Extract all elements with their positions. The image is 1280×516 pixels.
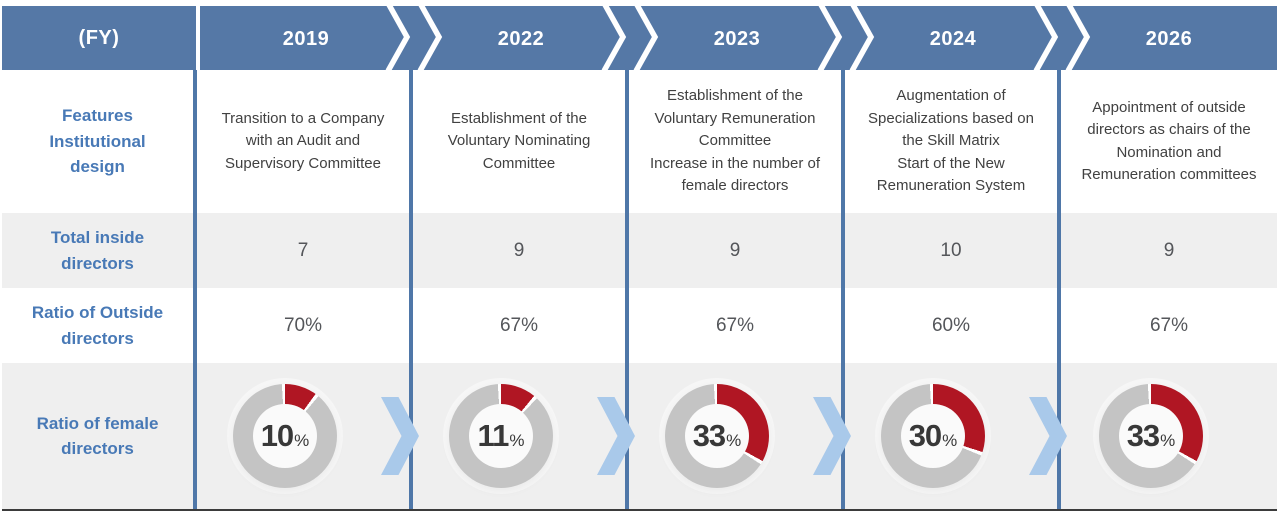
inside-directors-2022: 9 (413, 213, 629, 288)
female-ratio-2023: 33% (629, 363, 851, 509)
female-ratio-2026: 33% (1061, 363, 1277, 509)
donut-chart: 33% (665, 384, 769, 488)
donut-hole: 30% (901, 404, 965, 468)
chevron-separator-icon (601, 6, 659, 70)
year-header: 2024 (930, 28, 977, 50)
row-header-outside-ratio: Ratio of Outside directors (2, 288, 197, 363)
donut-value: 30% (908, 418, 958, 453)
value: 67% (1149, 314, 1189, 336)
female-ratio-2022: 11% (413, 363, 635, 509)
outside-ratio-2019: 70% (197, 288, 413, 363)
fy-label: (FY) (78, 26, 120, 49)
feature-cell-2023: Establishment of the Voluntary Remunerat… (629, 70, 845, 213)
row-header-female-ratio: Ratio of female directors (2, 363, 197, 509)
row-label: Total inside directors (50, 228, 145, 273)
donut-hole: 33% (1119, 404, 1183, 468)
year-header: 2022 (498, 28, 545, 50)
value: 67% (499, 314, 539, 336)
donut-chart: 11% (449, 384, 553, 488)
donut-value: 33% (1126, 418, 1176, 453)
female-ratio-2024: 30% (845, 363, 1067, 509)
donut-chart: 33% (1099, 384, 1203, 488)
feature-text: Transition to a Company with an Audit an… (221, 109, 385, 172)
table-row-features: Features Institutional design Transition… (2, 70, 1277, 213)
feature-cell-2024: Augmentation of Specializations based on… (845, 70, 1061, 213)
fy-header-cell: (FY) (2, 6, 196, 70)
year-header: 2023 (714, 28, 761, 50)
outside-ratio-2023: 67% (629, 288, 845, 363)
value: 67% (715, 314, 755, 336)
value: 7 (297, 239, 309, 261)
value: 60% (931, 314, 971, 336)
bottom-rule (2, 509, 1277, 511)
donut-hole: 11% (469, 404, 533, 468)
donut-value: 10% (260, 418, 310, 453)
feature-cell-2026: Appointment of outside directors as chai… (1061, 70, 1277, 213)
value: 70% (283, 314, 323, 336)
feature-cell-2019: Transition to a Company with an Audit an… (197, 70, 413, 213)
table-row-inside-directors: Total inside directors 7 9 9 10 9 (2, 213, 1277, 288)
donut-value: 33% (692, 418, 742, 453)
row-label: Ratio of Outside directors (31, 303, 164, 348)
female-ratio-2019: 10% (197, 363, 419, 509)
donut-hole: 33% (685, 404, 749, 468)
chevron-separator-icon (1033, 6, 1091, 70)
inside-directors-2023: 9 (629, 213, 845, 288)
year-header: 2026 (1146, 28, 1193, 50)
donut-hole: 10% (253, 404, 317, 468)
year-header: 2019 (283, 28, 330, 50)
row-label: Features Institutional design (49, 106, 146, 177)
row-header-features: Features Institutional design (2, 70, 197, 213)
inside-directors-2024: 10 (845, 213, 1061, 288)
feature-text: Augmentation of Specializations based on… (868, 87, 1034, 195)
feature-text: Establishment of the Voluntary Nominatin… (447, 109, 591, 172)
donut-chart: 10% (233, 384, 337, 488)
feature-text: Appointment of outside directors as chai… (1081, 98, 1257, 184)
inside-directors-2019: 7 (197, 213, 413, 288)
donut-value: 11% (477, 418, 525, 453)
donut-chart: 30% (881, 384, 985, 488)
value: 10 (940, 239, 962, 261)
timeline-table: Features Institutional design Transition… (2, 70, 1277, 509)
feature-text: Establishment of the Voluntary Remunerat… (649, 87, 821, 195)
feature-cell-2022: Establishment of the Voluntary Nominatin… (413, 70, 629, 213)
chevron-separator-icon (817, 6, 875, 70)
outside-ratio-2022: 67% (413, 288, 629, 363)
inside-directors-2026: 9 (1061, 213, 1277, 288)
outside-ratio-2024: 60% (845, 288, 1061, 363)
value: 9 (1163, 239, 1175, 261)
value: 9 (729, 239, 741, 261)
banner-background (200, 6, 1277, 70)
row-label: Ratio of female directors (36, 413, 159, 459)
timeline-banner-svg: 2019 2022 2023 2024 2026 (200, 6, 1277, 70)
table-row-outside-ratio: Ratio of Outside directors 70% 67% 67% 6… (2, 288, 1277, 363)
chevron-separator-icon (385, 6, 443, 70)
value: 9 (513, 239, 525, 261)
row-header-inside-directors: Total inside directors (2, 213, 197, 288)
year-banner: 2019 2022 2023 2024 2026 (200, 6, 1277, 70)
outside-ratio-2026: 67% (1061, 288, 1277, 363)
table-row-female-ratio: Ratio of female directors 10% 11% (2, 363, 1277, 509)
